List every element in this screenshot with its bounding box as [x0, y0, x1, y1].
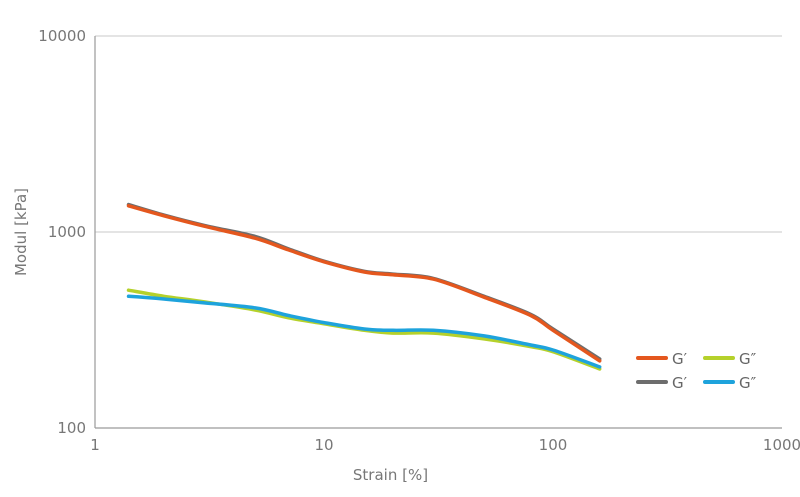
- x-tick-labels: 1 10 100 1000: [90, 436, 800, 454]
- x-tick-label-3: 1000: [763, 436, 800, 454]
- x-tick-label-0: 1: [90, 436, 100, 454]
- series-line-1: [126, 204, 602, 363]
- series-line-0: [126, 202, 602, 361]
- x-tick-label-2: 100: [539, 436, 568, 454]
- y-tick-label-2: 10000: [38, 27, 86, 45]
- series-lines: [126, 202, 602, 371]
- legend-label-1: G″: [739, 350, 757, 368]
- legend-label-2: G′: [672, 374, 688, 392]
- axes: [94, 36, 782, 429]
- legend: G′ G″ G′ G″: [627, 344, 769, 398]
- legend-box: [627, 344, 769, 398]
- y-tick-label-0: 100: [57, 419, 86, 437]
- legend-label-0: G′: [672, 350, 688, 368]
- y-axis-title: Modul [kPa]: [12, 188, 30, 276]
- legend-label-3: G″: [739, 374, 757, 392]
- y-tick-label-1: 1000: [48, 223, 86, 241]
- series-line-3: [126, 294, 602, 369]
- y-tick-labels: 100 1000 10000: [38, 27, 86, 437]
- x-tick-label-1: 10: [314, 436, 333, 454]
- x-axis-title: Strain [%]: [353, 466, 428, 484]
